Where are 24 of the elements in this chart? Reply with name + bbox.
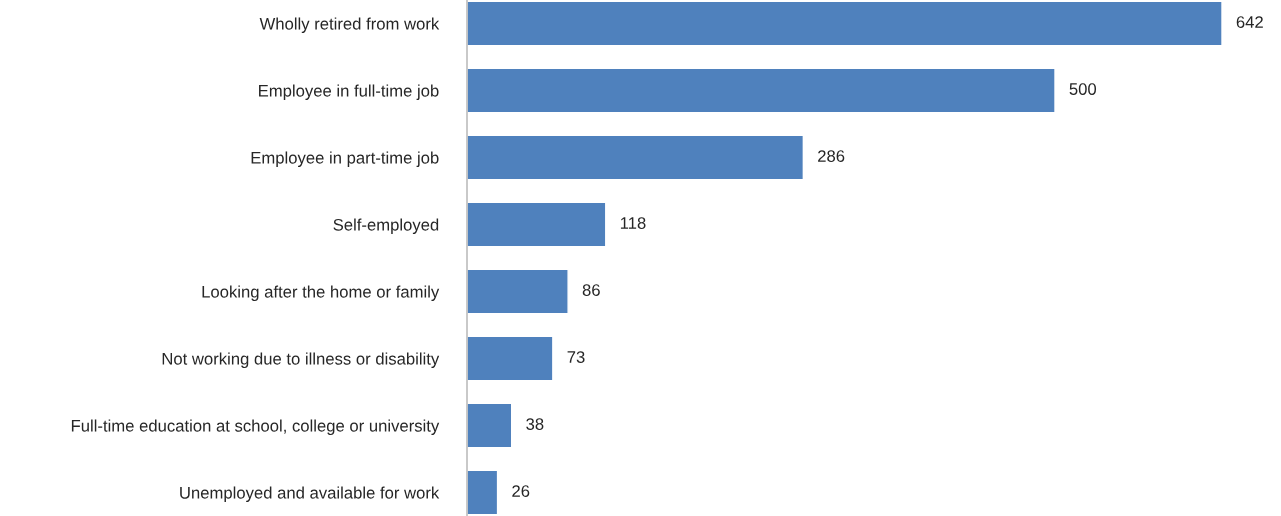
bar bbox=[467, 201, 607, 248]
bar bbox=[467, 268, 569, 315]
data-label: 73 bbox=[567, 351, 585, 363]
y-tick-label: Full-time education at school, college or university bbox=[71, 419, 440, 435]
y-tick-label: Looking after the home or family bbox=[202, 285, 440, 301]
y-tick-label: Employee in full-time job bbox=[259, 84, 439, 100]
bar bbox=[467, 402, 513, 449]
y-tick-label: Wholly retired from work bbox=[259, 17, 440, 33]
data-label: 642 bbox=[1236, 16, 1263, 28]
y-tick-label: Employee in part-time job bbox=[251, 151, 439, 167]
data-label: 500 bbox=[1069, 83, 1097, 95]
bar bbox=[467, 335, 554, 382]
bar bbox=[467, 469, 499, 516]
data-label: 38 bbox=[526, 418, 544, 430]
bar bbox=[467, 67, 1056, 114]
data-label: 286 bbox=[818, 150, 845, 162]
bar bbox=[467, 0, 1222, 47]
data-label: 26 bbox=[512, 485, 530, 497]
bar bbox=[467, 134, 805, 181]
data-label: 118 bbox=[620, 217, 646, 229]
data-label: 86 bbox=[582, 284, 600, 296]
y-tick-label: Not working due to illness or disability bbox=[162, 352, 440, 368]
y-tick-label: Self-employed bbox=[333, 218, 439, 234]
y-tick-label: Unemployed and available for work bbox=[180, 486, 440, 502]
